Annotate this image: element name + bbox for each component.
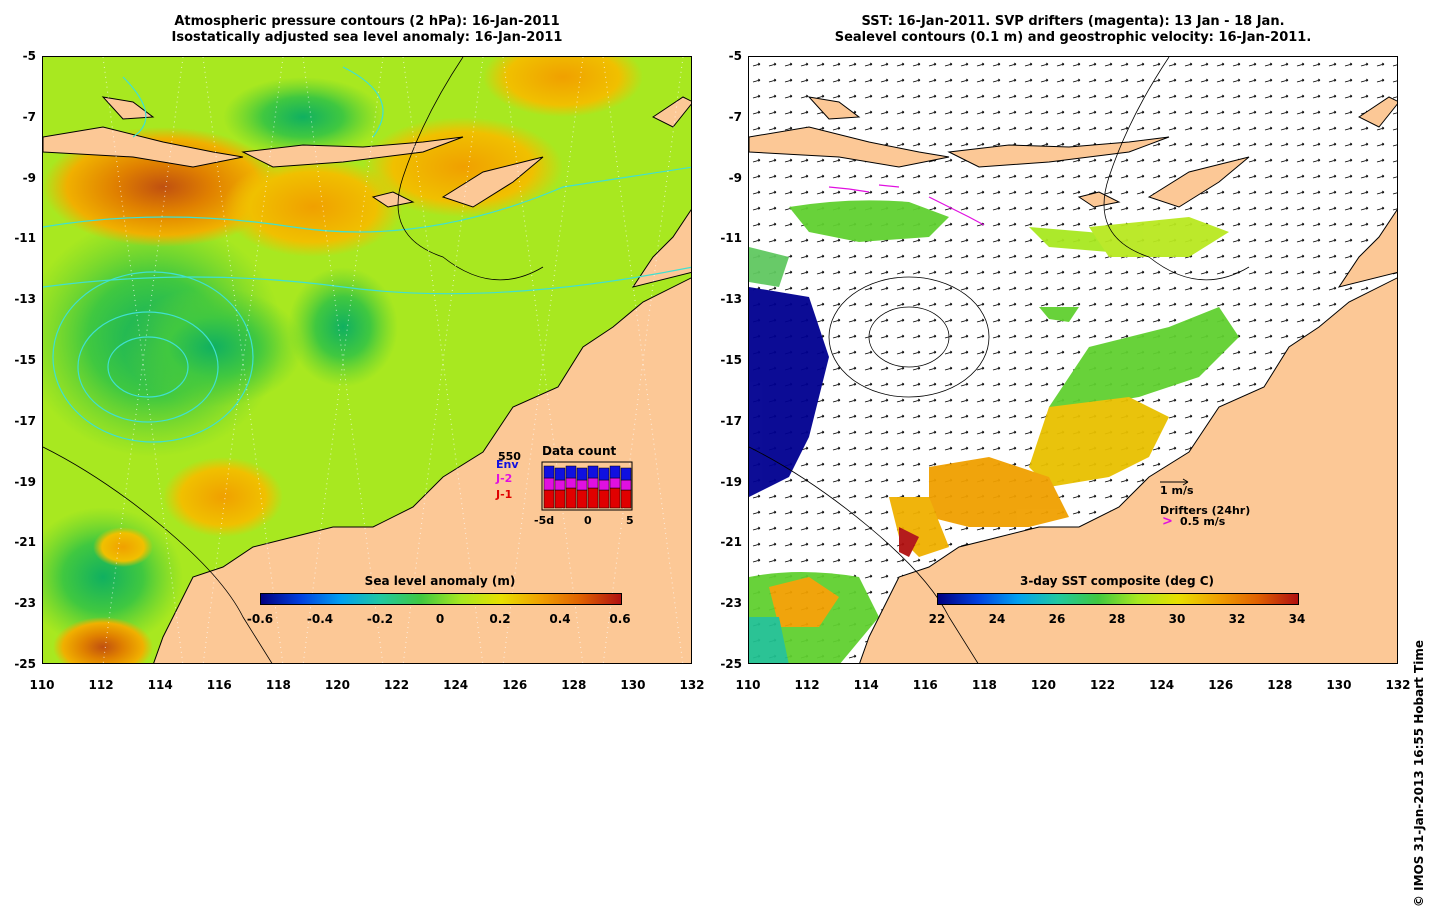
data-count-title: Data count: [542, 444, 617, 458]
x-tick-label: 128: [1267, 678, 1293, 692]
y-tick-label: -23: [14, 596, 36, 611]
y-tick-label: -13: [720, 292, 742, 307]
x-tick-label: 126: [502, 678, 528, 692]
sst-tick-label: 32: [1228, 612, 1246, 626]
y-tick-label: -21: [14, 535, 36, 550]
sst-tick-label: 22: [928, 612, 946, 626]
x-tick-label: 114: [853, 678, 879, 692]
sst-tick-label: 24: [988, 612, 1006, 626]
y-tick-label: -5: [728, 49, 742, 63]
y-tick-label: -19: [14, 474, 36, 489]
x-tick-label: 112: [794, 678, 820, 692]
data-count-xtick-mid: 0: [584, 514, 592, 527]
sst-tick-label: 26: [1048, 612, 1066, 626]
x-tick-label: 130: [620, 678, 646, 692]
x-tick-label: 128: [561, 678, 587, 692]
x-tick-label: 122: [384, 678, 410, 692]
series-env-label: Env: [496, 458, 519, 471]
data-count-max: 550: [498, 450, 521, 463]
y-tick-label: -11: [14, 231, 36, 246]
series-j2-label: J-2: [496, 472, 513, 485]
x-tick-label: 110: [735, 678, 761, 692]
y-tick-label: -11: [720, 231, 742, 246]
sst-tick-label: 34: [1288, 612, 1306, 626]
sst-colorbar-title: 3-day SST composite (deg C): [1019, 574, 1215, 588]
drifter-legend-title: Drifters (24hr): [1160, 504, 1251, 517]
data-count-xtick-end: 5: [626, 514, 634, 527]
y-tick-label: -15: [720, 353, 742, 367]
sla-map-svg: [43, 57, 691, 663]
y-tick-label: -13: [14, 292, 36, 307]
y-tick-label: -5: [22, 49, 36, 63]
x-tick-label: 110: [29, 678, 55, 692]
sla-tick-label: 0: [435, 612, 445, 626]
x-tick-label: 116: [912, 678, 938, 692]
sla-colorbar: [260, 593, 622, 605]
x-tick-label: 120: [1030, 678, 1056, 692]
sea-level-anomaly-map[interactable]: [42, 56, 692, 664]
x-tick-label: 126: [1208, 678, 1234, 692]
y-tick-label: -23: [720, 596, 742, 611]
left-title-line1: Atmospheric pressure contours (2 hPa): 1…: [174, 14, 560, 29]
sla-tick-label: -0.2: [366, 612, 394, 626]
x-tick-label: 122: [1090, 678, 1116, 692]
y-tick-label: -25: [14, 657, 36, 671]
x-tick-label: 118: [971, 678, 997, 692]
data-count-xtick-start: -5d: [534, 514, 555, 527]
y-tick-label: -25: [720, 657, 742, 671]
x-tick-label: 118: [265, 678, 291, 692]
series-j1-label: J-1: [496, 488, 513, 501]
sla-tick-label: -0.6: [246, 612, 274, 626]
sst-map[interactable]: [748, 56, 1398, 664]
x-tick-label: 124: [1149, 678, 1175, 692]
sla-tick-label: 0.2: [489, 612, 511, 626]
velocity-scale-arrow: [1160, 478, 1189, 486]
y-tick-label: -15: [14, 353, 36, 367]
sla-tick-label: 0.6: [609, 612, 631, 626]
y-tick-label: -7: [728, 109, 742, 124]
x-tick-label: 132: [1385, 678, 1411, 692]
right-title-line1: SST: 16-Jan-2011. SVP drifters (magenta)…: [861, 14, 1285, 29]
y-tick-label: -17: [14, 413, 36, 428]
sla-tick-label: 0.4: [549, 612, 571, 626]
x-tick-label: 116: [206, 678, 232, 692]
copyright-notice: © IMOS 31-Jan-2013 16:55 Hobart Time: [1412, 640, 1426, 907]
left-title: Atmospheric pressure contours (2 hPa): 1…: [42, 14, 692, 46]
x-tick-label: 120: [324, 678, 350, 692]
sla-colorbar-title: Sea level anomaly (m): [364, 574, 516, 588]
velocity-scale-label: 1 m/s: [1160, 484, 1194, 497]
x-tick-label: 114: [147, 678, 173, 692]
y-tick-label: -21: [720, 535, 742, 550]
y-tick-label: -9: [728, 170, 742, 185]
sst-tick-label: 28: [1108, 612, 1126, 626]
x-tick-label: 112: [88, 678, 114, 692]
data-count-inset: 550 Data count Env J-2 J-1: [484, 442, 644, 532]
right-title: SST: 16-Jan-2011. SVP drifters (magenta)…: [748, 14, 1398, 46]
sst-tick-label: 30: [1168, 612, 1186, 626]
sst-colorbar: [937, 593, 1299, 605]
sst-map-svg: [749, 57, 1397, 663]
right-title-line2: Sealevel contours (0.1 m) and geostrophi…: [834, 30, 1312, 45]
y-tick-label: -17: [720, 413, 742, 428]
y-tick-label: -19: [720, 474, 742, 489]
y-tick-label: -7: [22, 109, 36, 124]
y-tick-label: -9: [22, 170, 36, 185]
x-tick-label: 132: [679, 678, 705, 692]
data-count-bars: [541, 461, 633, 511]
drifter-scale-label: 0.5 m/s: [1180, 515, 1226, 528]
sla-tick-label: -0.4: [306, 612, 334, 626]
left-title-line2: Isostatically adjusted sea level anomaly…: [171, 30, 563, 45]
x-tick-label: 130: [1326, 678, 1352, 692]
x-tick-label: 124: [443, 678, 469, 692]
drifter-arrow-icon: >: [1162, 514, 1173, 529]
